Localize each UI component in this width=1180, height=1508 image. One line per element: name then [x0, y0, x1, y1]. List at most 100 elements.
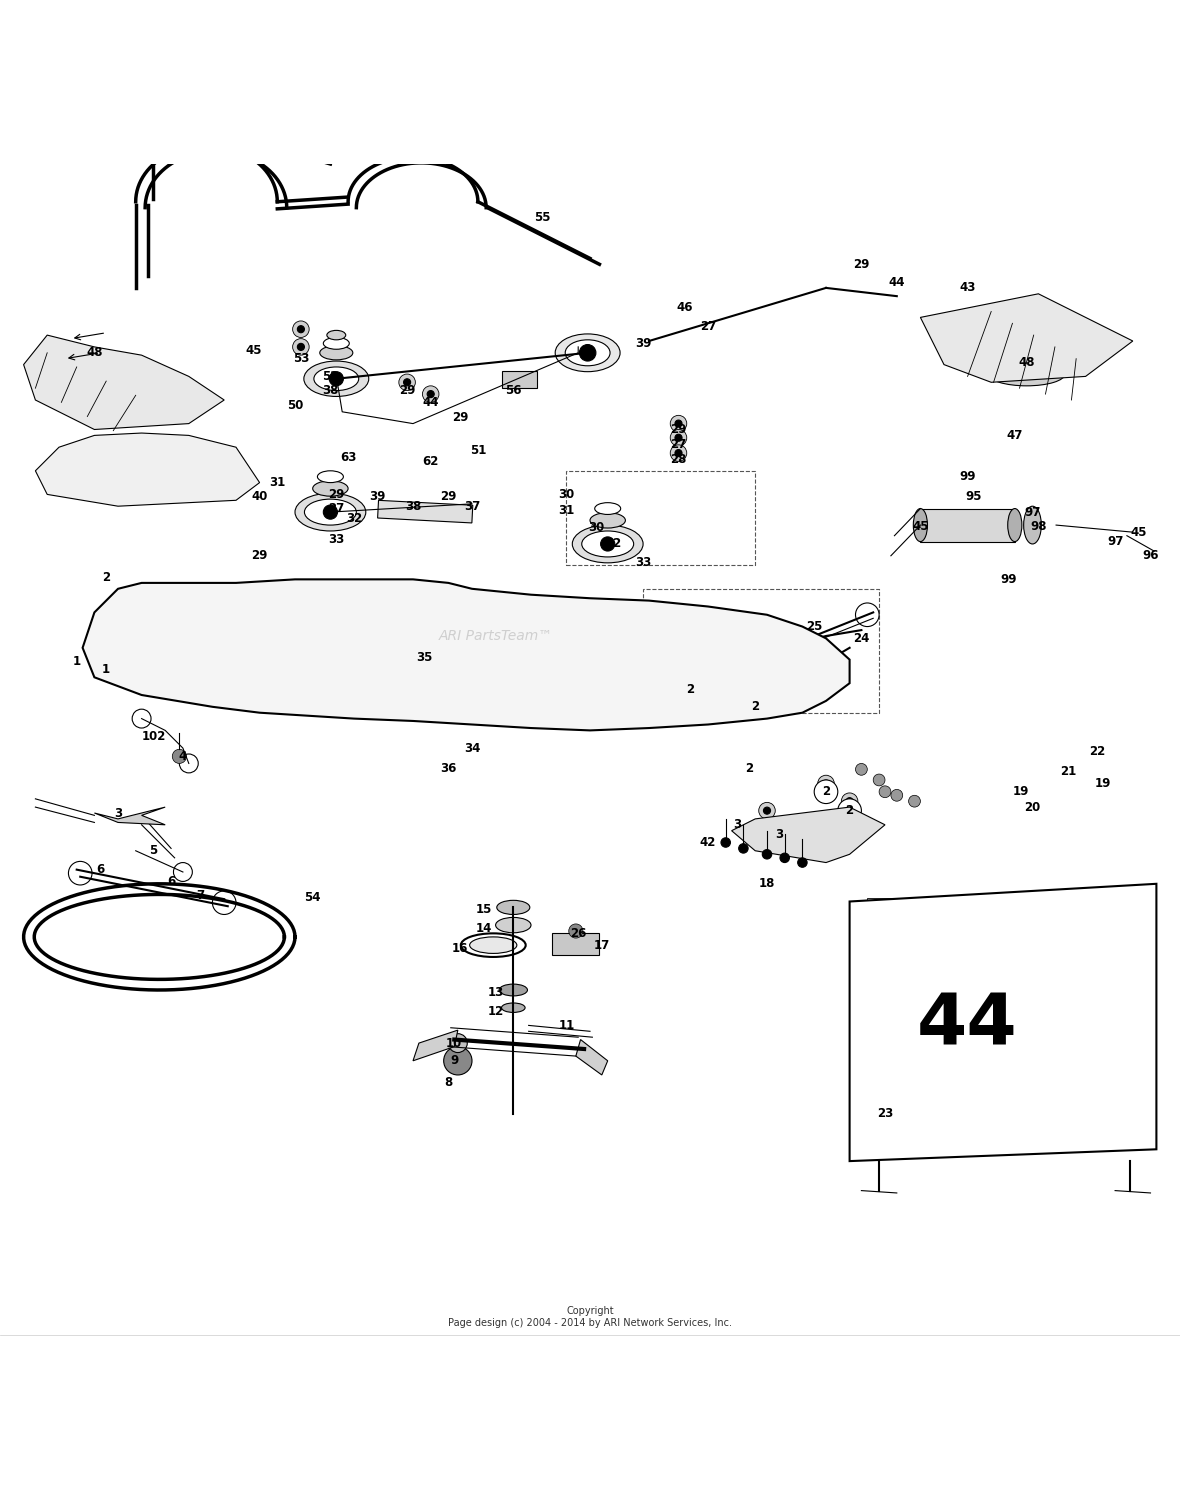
Text: 44: 44 [889, 276, 905, 288]
Text: 29: 29 [440, 490, 457, 504]
Circle shape [798, 858, 807, 867]
Text: 29: 29 [452, 412, 468, 424]
Text: 95: 95 [965, 490, 982, 504]
Text: 33: 33 [635, 556, 651, 570]
Text: 37: 37 [464, 499, 480, 513]
Text: 27: 27 [670, 439, 687, 451]
Text: 14: 14 [476, 921, 492, 935]
Polygon shape [413, 1030, 458, 1060]
Ellipse shape [314, 366, 359, 391]
Text: 18: 18 [759, 878, 775, 890]
Ellipse shape [496, 917, 531, 933]
Circle shape [822, 780, 830, 787]
Ellipse shape [502, 1003, 525, 1012]
Circle shape [212, 891, 236, 914]
Ellipse shape [507, 626, 625, 694]
Text: 102: 102 [142, 730, 165, 743]
Text: 8: 8 [445, 1075, 452, 1089]
Text: 2: 2 [846, 804, 853, 817]
Circle shape [856, 763, 867, 775]
Text: 48: 48 [1018, 356, 1035, 369]
Text: 2: 2 [687, 683, 694, 695]
Circle shape [841, 793, 858, 810]
Bar [502, 371, 537, 388]
Ellipse shape [460, 933, 525, 958]
Text: 30: 30 [588, 520, 604, 534]
Text: 2: 2 [752, 700, 759, 713]
Circle shape [762, 849, 772, 860]
Text: 38: 38 [405, 499, 421, 513]
Text: 40: 40 [251, 490, 268, 504]
Text: 97: 97 [1024, 505, 1041, 519]
Circle shape [293, 339, 309, 356]
Ellipse shape [572, 525, 643, 562]
Text: 62: 62 [422, 455, 439, 467]
Circle shape [579, 344, 596, 360]
Text: 56: 56 [505, 385, 522, 397]
Text: 29: 29 [328, 489, 345, 501]
Ellipse shape [536, 636, 592, 671]
Polygon shape [576, 1039, 608, 1075]
Text: 43: 43 [959, 282, 976, 294]
Polygon shape [850, 884, 1156, 1161]
Circle shape [448, 1033, 467, 1053]
Ellipse shape [590, 513, 625, 528]
Circle shape [879, 786, 891, 798]
Polygon shape [24, 335, 224, 430]
Circle shape [434, 645, 451, 662]
Circle shape [818, 775, 834, 792]
Circle shape [293, 321, 309, 338]
Circle shape [404, 379, 411, 386]
Ellipse shape [236, 620, 354, 688]
Text: 96: 96 [1142, 549, 1159, 562]
Circle shape [179, 754, 198, 774]
Text: 97: 97 [1107, 535, 1123, 547]
Text: 55: 55 [535, 211, 551, 223]
Text: 28: 28 [670, 452, 687, 466]
Ellipse shape [327, 330, 346, 339]
Text: 1: 1 [73, 656, 80, 668]
Circle shape [601, 537, 615, 550]
Circle shape [780, 854, 789, 863]
Text: 51: 51 [470, 445, 486, 457]
Ellipse shape [988, 362, 1064, 386]
Circle shape [909, 795, 920, 807]
Circle shape [846, 798, 853, 805]
Text: Page design (c) 2004 - 2014 by ARI Network Services, Inc.: Page design (c) 2004 - 2014 by ARI Netwo… [448, 1318, 732, 1327]
Ellipse shape [1023, 507, 1041, 544]
Circle shape [670, 430, 687, 446]
Circle shape [297, 344, 304, 350]
Circle shape [569, 924, 583, 938]
Ellipse shape [470, 936, 517, 953]
Text: 44: 44 [917, 991, 1018, 1060]
Circle shape [675, 434, 682, 442]
Circle shape [873, 774, 885, 786]
Text: 99: 99 [1001, 573, 1017, 587]
Text: 31: 31 [558, 504, 575, 517]
Ellipse shape [317, 470, 343, 483]
Polygon shape [920, 294, 1133, 383]
Circle shape [675, 421, 682, 427]
Text: 20: 20 [1024, 801, 1041, 814]
Text: 13: 13 [487, 986, 504, 998]
Circle shape [838, 799, 861, 822]
Text: 34: 34 [464, 742, 480, 754]
Circle shape [323, 505, 337, 519]
Ellipse shape [595, 502, 621, 514]
Text: 25: 25 [806, 620, 822, 633]
Circle shape [266, 624, 324, 683]
Ellipse shape [565, 339, 610, 366]
Ellipse shape [404, 633, 481, 680]
Bar [643, 588, 879, 713]
Ellipse shape [320, 345, 353, 360]
Bar [378, 501, 473, 523]
Circle shape [759, 802, 775, 819]
Text: 47: 47 [1007, 428, 1023, 442]
Text: 3: 3 [114, 807, 122, 819]
Text: 6: 6 [97, 863, 104, 876]
Text: 26: 26 [570, 927, 586, 939]
Text: 19: 19 [1012, 786, 1029, 798]
Text: 15: 15 [476, 903, 492, 917]
Circle shape [678, 674, 702, 697]
Ellipse shape [418, 638, 467, 670]
